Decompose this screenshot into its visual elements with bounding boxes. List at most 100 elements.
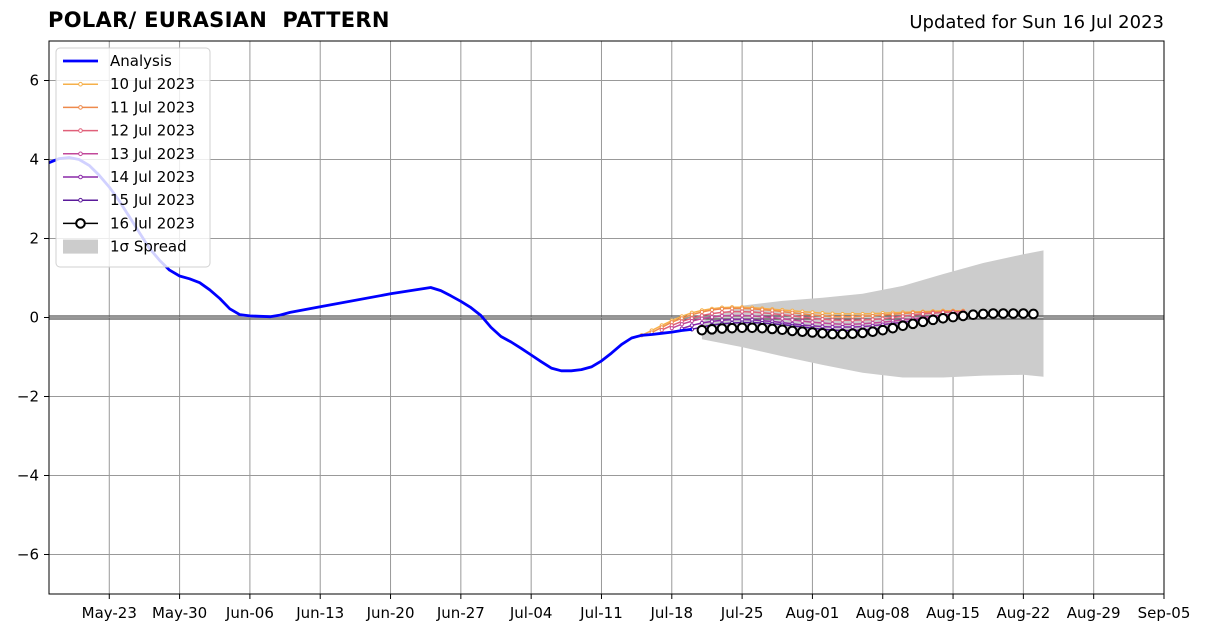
data-point [760, 314, 765, 319]
legend-box [55, 47, 211, 268]
legend-marker [78, 174, 83, 180]
data-point [787, 325, 798, 337]
data-point [937, 312, 949, 324]
legend-label: 11 Jul 2023 [110, 98, 195, 116]
x-tick-label: Aug-08 [856, 604, 910, 622]
data-point [699, 320, 705, 326]
data-point [726, 322, 738, 334]
y-tick-label: −2 [17, 388, 39, 406]
data-point [867, 326, 878, 338]
data-point [800, 318, 805, 324]
data-point [709, 319, 715, 324]
data-point [850, 314, 855, 319]
data-point [830, 317, 835, 322]
data-point [740, 309, 745, 314]
data-point [827, 328, 838, 340]
x-tick-label: May-23 [82, 604, 137, 622]
x-tick-label: Jun-06 [225, 604, 274, 622]
x-tick-label: Jul-18 [649, 604, 693, 622]
data-point [729, 317, 735, 322]
legend-label: 1σ Spread [110, 238, 187, 256]
data-point [880, 313, 885, 318]
data-point [840, 314, 845, 319]
data-point [810, 316, 815, 321]
data-point [756, 322, 768, 334]
data-point [860, 317, 865, 322]
data-point [850, 318, 855, 323]
data-point [1008, 308, 1019, 319]
legend-marker [78, 151, 83, 157]
data-point [780, 312, 785, 317]
data-point [847, 328, 858, 339]
plot-frame [48, 40, 1165, 595]
legend-label: 15 Jul 2023 [110, 191, 195, 209]
data-point [746, 322, 758, 334]
legend-marker [75, 218, 86, 229]
legend-label: 16 Jul 2023 [110, 214, 195, 232]
data-point [810, 320, 815, 325]
legend-marker [78, 105, 83, 110]
legend-marker [78, 128, 83, 133]
data-point [709, 315, 715, 320]
data-point [1018, 308, 1029, 319]
data-point [807, 327, 818, 338]
data-point [917, 316, 929, 328]
chart-subtitle: Updated for Sun 16 Jul 2023 [909, 12, 1164, 33]
data-point [760, 310, 765, 315]
data-point [907, 318, 919, 330]
data-point [689, 312, 694, 317]
data-point [800, 315, 805, 320]
data-point [870, 317, 875, 322]
data-point [850, 324, 855, 330]
data-point [870, 313, 875, 319]
legend-swatch [63, 239, 98, 254]
x-tick-label: Jun-13 [295, 604, 344, 622]
x-tick-label: Jul-04 [509, 604, 553, 622]
data-point [947, 311, 959, 323]
x-tick-label: Sep-05 [1138, 604, 1191, 622]
data-point [920, 311, 926, 317]
data-point [696, 324, 708, 336]
data-point [719, 318, 725, 323]
data-point [766, 323, 778, 335]
data-point [877, 324, 889, 336]
data-point [790, 317, 795, 322]
data-point [820, 316, 825, 322]
data-point [860, 314, 865, 319]
x-tick-label: Jun-20 [366, 604, 415, 622]
data-point [927, 314, 939, 326]
data-point [857, 327, 868, 339]
data-point [770, 315, 775, 320]
legend-label: 14 Jul 2023 [110, 168, 195, 186]
y-tick-label: 4 [29, 151, 39, 169]
data-point [887, 322, 899, 334]
data-point [740, 313, 745, 318]
data-point [840, 324, 845, 330]
data-point [669, 326, 674, 331]
data-point [659, 328, 664, 333]
data-point [709, 307, 715, 313]
legend-label: 10 Jul 2023 [110, 75, 195, 93]
data-point [709, 311, 715, 316]
data-point [750, 309, 755, 315]
data-point [967, 309, 979, 321]
legend-label: 13 Jul 2023 [110, 145, 195, 163]
x-tick-label: Aug-15 [926, 604, 980, 622]
data-point [776, 324, 788, 336]
data-point [1028, 308, 1039, 320]
x-tick-label: Jul-11 [579, 604, 623, 622]
data-point [719, 313, 725, 319]
y-tick-label: 6 [29, 72, 39, 90]
data-point [689, 318, 694, 324]
x-tick-label: Aug-01 [786, 604, 840, 622]
data-point [987, 308, 999, 319]
data-point [977, 308, 989, 320]
y-tick-label: −4 [17, 467, 39, 485]
x-tick-label: Aug-29 [1067, 604, 1121, 622]
data-point [880, 316, 885, 321]
data-point [719, 306, 725, 311]
data-point [797, 326, 808, 338]
y-tick-label: 2 [29, 230, 39, 248]
data-point [957, 310, 969, 322]
legend-marker [78, 81, 83, 87]
